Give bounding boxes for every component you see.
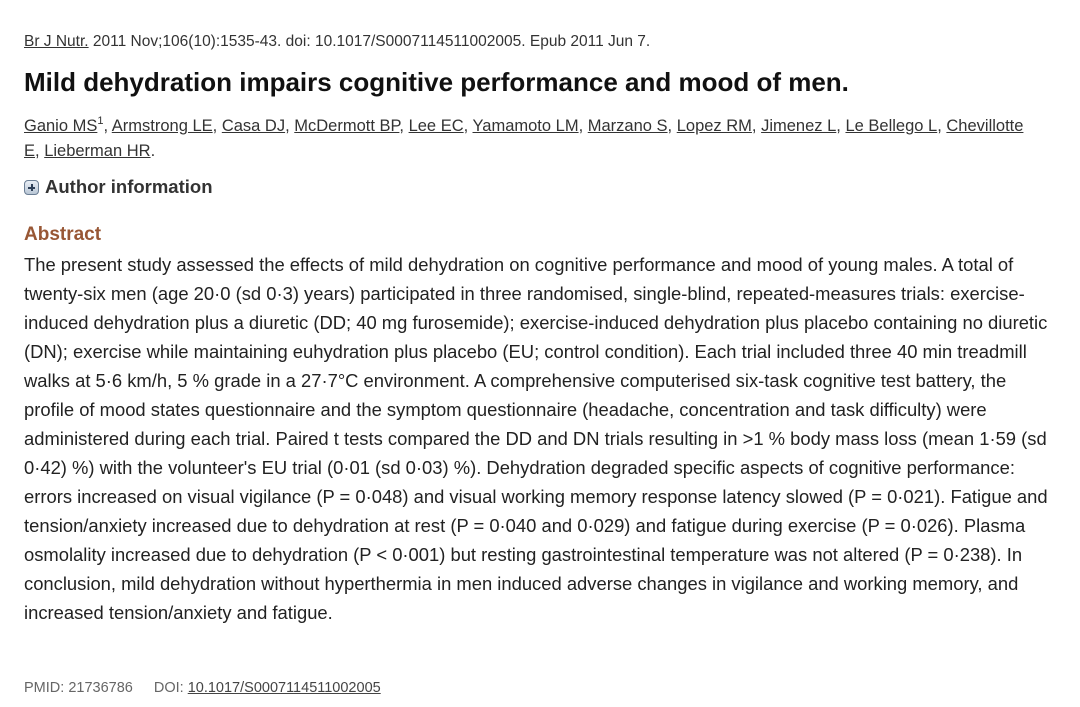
author-link[interactable]: Casa DJ: [221, 117, 286, 135]
abstract-heading: Abstract: [24, 224, 102, 245]
journal-link[interactable]: Br J Nutr.: [24, 33, 89, 50]
author-link[interactable]: Lopez RM: [676, 117, 752, 135]
author-link[interactable]: Jimenez L: [761, 117, 837, 135]
affiliation-superscript: 1: [97, 115, 104, 127]
abstract-text: The present study assessed the effects o…: [24, 254, 1048, 623]
doi-label: DOI:: [153, 680, 188, 696]
author-information-toggle[interactable]: Author information: [24, 176, 213, 198]
author-link[interactable]: Ganio MS: [24, 117, 98, 135]
author-link[interactable]: Lee EC: [408, 117, 464, 135]
author-link[interactable]: Yamamoto LM: [472, 117, 579, 135]
author-link[interactable]: Le Bellego L: [845, 117, 938, 135]
identifier-line: PMID: 21736786 DOI: 10.1017/S00071145110…: [24, 680, 381, 696]
author-list: Ganio MS1, Armstrong LE, Casa DJ, McDerm…: [24, 115, 1024, 161]
pmid-value: 21736786: [68, 680, 133, 696]
author-link[interactable]: McDermott BP: [294, 117, 400, 135]
article-title: Mild dehydration impairs cognitive perfo…: [24, 67, 849, 97]
doi-link[interactable]: 10.1017/S0007114511002005: [187, 680, 381, 696]
author-link[interactable]: Lieberman HR: [44, 142, 151, 160]
author-link[interactable]: Armstrong LE: [111, 117, 213, 135]
author-link[interactable]: Chevillotte E: [24, 117, 1024, 160]
citation-line: Br J Nutr. 2011 Nov;106(10):1535-43. doi…: [24, 33, 650, 51]
pmid-label: PMID:: [24, 680, 69, 696]
author-link[interactable]: Marzano S: [587, 117, 668, 135]
plus-expand-icon[interactable]: [24, 179, 39, 195]
author-information-label: Author information: [45, 176, 213, 197]
citation-details: 2011 Nov;106(10):1535-43. doi: 10.1017/S…: [88, 33, 651, 50]
